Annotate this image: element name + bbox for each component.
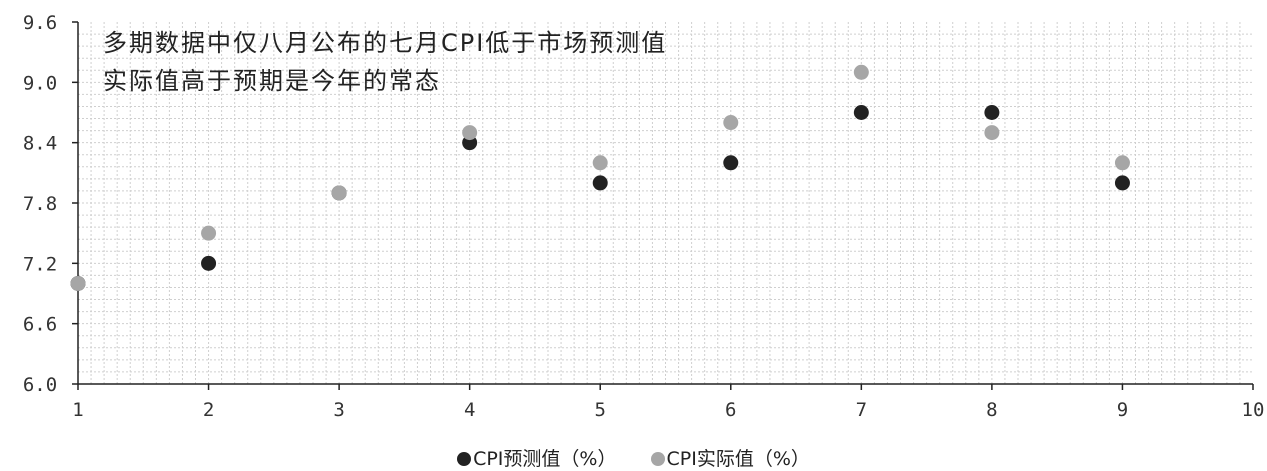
y-tick-label: 7.8 [23,193,57,215]
grid [78,22,1253,384]
forecast-point [1114,175,1130,191]
x-tick-label: 6 [725,399,736,421]
x-tick-label: 1 [72,399,83,421]
legend-item-forecast: CPI预测值（%） [457,444,616,471]
y-tick-label: 6.0 [23,374,57,396]
forecast-point [201,255,217,271]
x-tick-label: 9 [1117,399,1128,421]
actual-point [592,155,608,171]
y-tick-label: 6.6 [23,314,57,336]
x-tick-label: 4 [464,399,475,421]
actual-point [70,275,86,291]
annotation: 多期数据中仅八月公布的七月CPI低于市场预测值 实际值高于预期是今年的常态 [103,29,667,95]
annotation-line-1: 多期数据中仅八月公布的七月CPI低于市场预测值 [103,29,667,57]
forecast-point [984,105,1000,120]
legend-marker-forecast [457,452,472,466]
x-tick-label: 10 [1242,399,1265,421]
legend-item-actual: CPI实际值（%） [650,444,810,471]
annotation-line-2: 实际值高于预期是今年的常态 [103,67,441,95]
y-tick-label: 8.4 [23,133,57,155]
x-tick-label: 8 [986,399,997,421]
forecast-point [592,175,608,191]
y-tick-label: 7.2 [23,253,57,275]
actual-point [201,225,217,241]
tick-labels: 6.0 6.6 7.2 7.8 8.4 9.0 9.6 1 2 3 4 5 6 7 8 9 10 [23,12,1265,421]
actual-point [984,125,1000,141]
legend: CPI预测值（%） CPI实际值（%） [0,444,1267,471]
actual-point [1114,155,1130,171]
actual-point [331,185,347,201]
x-tick-label: 7 [856,399,867,421]
forecast-point [853,105,869,120]
legend-marker-actual [650,452,665,466]
x-tick-label: 2 [203,399,214,421]
y-tick-label: 9.0 [23,72,57,94]
x-tick-label: 3 [333,399,344,421]
scatter-chart: 6.0 6.6 7.2 7.8 8.4 9.0 9.6 1 2 3 4 5 6 7 8 9 10 多期数据中仅八… [23,12,1265,421]
actual-point [853,64,869,80]
data-points [70,64,1130,291]
forecast-point [723,155,739,171]
y-tick-label: 9.6 [23,12,57,34]
actual-point [723,115,739,131]
legend-label-forecast: CPI预测值（%） [473,448,617,470]
actual-point [462,125,478,141]
x-tick-label: 5 [594,399,605,421]
axes [72,21,1254,390]
legend-label-actual: CPI实际值（%） [666,448,810,470]
